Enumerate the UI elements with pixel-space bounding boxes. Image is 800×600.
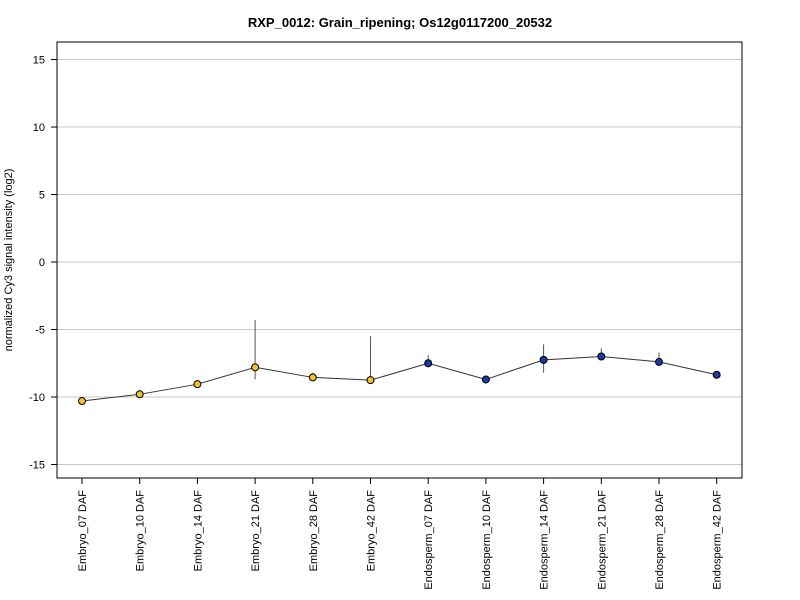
y-axis: 15 10 5 0 -5 -10 -15 xyxy=(29,55,57,472)
x-tick-label: Endosperm_21 DAF xyxy=(596,490,608,590)
x-tick-label: Embryo_10 DAF xyxy=(135,490,147,572)
x-tick-label: Embryo_28 DAF xyxy=(308,490,320,572)
grid-lines xyxy=(57,59,742,466)
y-tick-label: -5 xyxy=(35,325,45,337)
y-tick-label: -15 xyxy=(29,460,45,472)
data-point xyxy=(193,380,202,389)
data-point xyxy=(366,376,375,385)
chart-title: RXP_0012: Grain_ripening; Os12g0117200_2… xyxy=(248,15,552,30)
x-tick-label: Embryo_42 DAF xyxy=(366,490,378,572)
series xyxy=(78,320,721,406)
data-point xyxy=(481,375,490,384)
x-tick-label: Endosperm_14 DAF xyxy=(539,490,551,590)
x-axis: Embryo_07 DAF Embryo_10 DAF Embryo_14 DAF E… xyxy=(77,478,724,590)
data-point xyxy=(308,373,317,382)
x-tick-label: Embryo_07 DAF xyxy=(77,490,89,572)
data-point xyxy=(655,357,663,366)
data-point xyxy=(251,363,260,372)
data-point xyxy=(424,359,433,368)
y-tick-label: 15 xyxy=(33,55,45,67)
x-tick-label: Endosperm_28 DAF xyxy=(654,490,666,590)
y-tick-label: 0 xyxy=(39,257,45,269)
x-tick-label: Endosperm_42 DAF xyxy=(712,490,724,590)
x-tick-label: Embryo_21 DAF xyxy=(250,490,262,572)
y-tick-label: 10 xyxy=(33,122,45,134)
y-tick-label: 5 xyxy=(39,190,45,202)
x-tick-label: Embryo_14 DAF xyxy=(192,490,204,572)
data-point xyxy=(712,370,721,379)
series-line xyxy=(81,356,717,402)
y-tick-label: -10 xyxy=(29,392,45,404)
y-axis-label: normalized Cy3 signal intensity (log2) xyxy=(3,169,15,352)
data-point xyxy=(78,397,86,406)
x-tick-label: Endosperm_07 DAF xyxy=(423,490,435,590)
data-point xyxy=(539,355,548,364)
data-point xyxy=(597,352,606,361)
plot-frame xyxy=(56,41,743,479)
data-point xyxy=(135,390,144,399)
x-tick-label: Endosperm_10 DAF xyxy=(481,490,493,590)
